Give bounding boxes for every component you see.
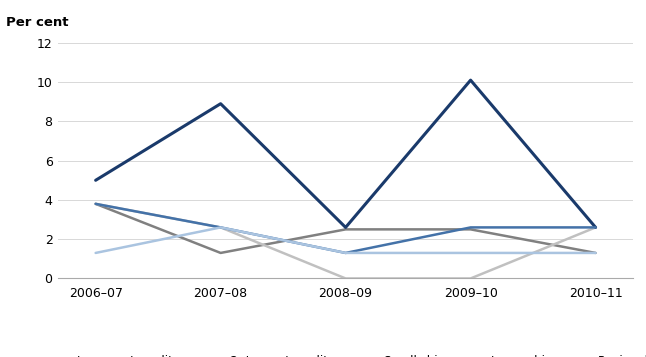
Small shire — [592, 225, 599, 230]
Large shire — [92, 202, 99, 206]
Outer metropolitan — [217, 225, 225, 230]
Small shire — [466, 78, 474, 82]
Line: Small shire: Small shire — [96, 80, 596, 227]
Outer metropolitan — [466, 276, 474, 281]
Legend: Inner metropolitan, Outer metropolitan, Small shire, Large shire, Regional: Inner metropolitan, Outer metropolitan, … — [37, 350, 646, 357]
Regional — [217, 225, 225, 230]
Large shire — [217, 225, 225, 230]
Large shire — [592, 225, 599, 230]
Inner metropolitan — [217, 251, 225, 255]
Small shire — [342, 225, 349, 230]
Inner metropolitan — [592, 251, 599, 255]
Outer metropolitan — [92, 202, 99, 206]
Small shire — [92, 178, 99, 182]
Outer metropolitan — [342, 276, 349, 281]
Text: Per cent: Per cent — [6, 16, 69, 29]
Line: Outer metropolitan: Outer metropolitan — [96, 204, 596, 278]
Small shire — [217, 101, 225, 106]
Line: Large shire: Large shire — [96, 204, 596, 253]
Regional — [592, 251, 599, 255]
Regional — [342, 251, 349, 255]
Outer metropolitan — [592, 225, 599, 230]
Regional — [466, 251, 474, 255]
Large shire — [342, 251, 349, 255]
Inner metropolitan — [92, 202, 99, 206]
Large shire — [466, 225, 474, 230]
Regional — [92, 251, 99, 255]
Inner metropolitan — [466, 227, 474, 232]
Inner metropolitan — [342, 227, 349, 232]
Line: Inner metropolitan: Inner metropolitan — [96, 204, 596, 253]
Line: Regional: Regional — [96, 227, 596, 253]
